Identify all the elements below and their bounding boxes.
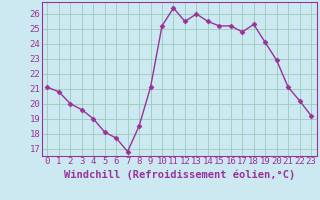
X-axis label: Windchill (Refroidissement éolien,°C): Windchill (Refroidissement éolien,°C)	[64, 169, 295, 180]
